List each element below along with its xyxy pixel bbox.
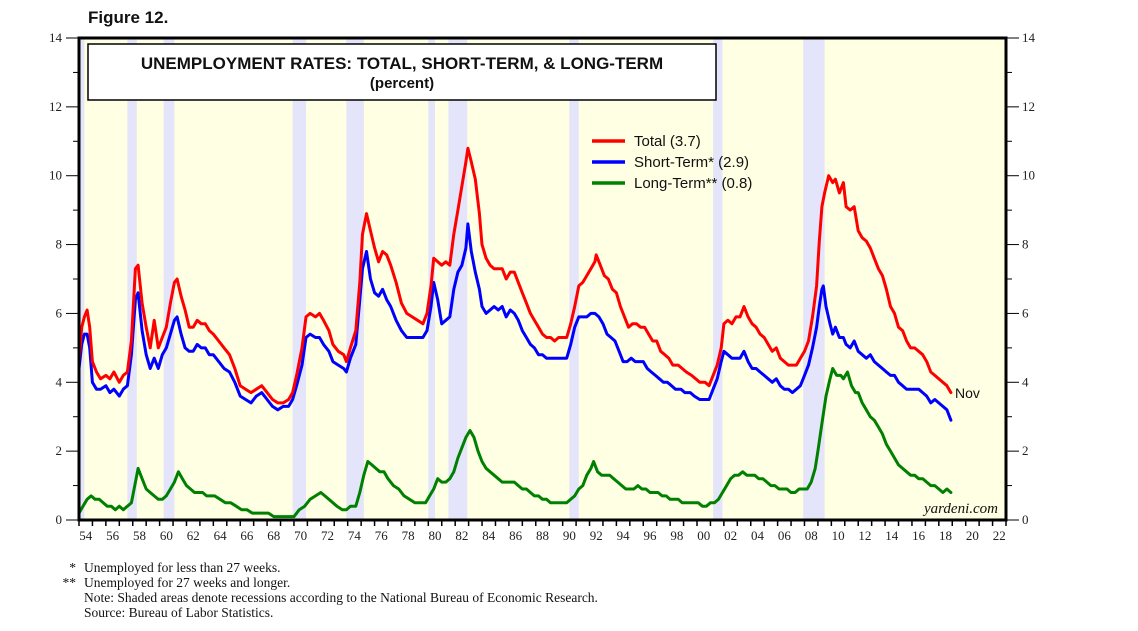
footnote-text: Source: Bureau of Labor Statistics. [84, 605, 274, 620]
y-tick-label-left: 4 [56, 374, 63, 389]
x-tick-label: 82 [455, 528, 468, 543]
x-tick-label: 66 [240, 528, 254, 543]
x-tick-label: 94 [617, 528, 631, 543]
footnote-source: Source: Bureau of Labor Statistics. [56, 605, 598, 620]
series-line-short-term [77, 222, 953, 422]
x-tick-label: 90 [563, 528, 576, 543]
x-tick-label: 92 [590, 528, 603, 543]
x-tick-label: 78 [402, 528, 415, 543]
chart-subtitle: (percent) [370, 75, 434, 92]
x-tick-label: 84 [482, 528, 496, 543]
y-tick-label-left: 12 [49, 99, 62, 114]
y-tick-label-right: 12 [1022, 99, 1035, 114]
y-tick-label-left: 2 [56, 443, 63, 458]
footnote-text: Unemployed for less than 27 weeks. [84, 560, 281, 575]
x-tick-label: 80 [429, 528, 442, 543]
footnote-marker [56, 590, 84, 605]
y-tick-label-right: 14 [1022, 30, 1036, 45]
x-tick-label: 68 [267, 528, 280, 543]
footnote-marker: * [69, 560, 76, 575]
y-tick-label-right: 2 [1022, 443, 1029, 458]
y-tick-label-right: 8 [1022, 237, 1029, 252]
series-line-total [77, 146, 953, 405]
recession-band [163, 38, 175, 520]
y-tick-label-left: 10 [49, 168, 62, 183]
legend-label-total: Total (3.7) [634, 133, 701, 150]
recession-band [448, 38, 468, 520]
y-tick-label-left: 6 [56, 305, 63, 320]
watermark: yardeni.com [922, 501, 998, 517]
footnote-text: Unemployed for 27 weeks and longer. [84, 575, 291, 590]
x-tick-label: 70 [294, 528, 307, 543]
x-tick-label: 18 [939, 528, 952, 543]
x-tick-label: 04 [751, 528, 765, 543]
footnote-1: * Unemployed for less than 27 weeks. [56, 560, 598, 575]
x-tick-label: 14 [885, 528, 899, 543]
x-tick-label: 12 [858, 528, 871, 543]
x-tick-label: 76 [375, 528, 389, 543]
figure-label: Figure 12. [88, 8, 169, 27]
legend: Total (3.7) Short-Term* (2.9) Long-Term*… [592, 133, 752, 192]
y-tick-label-right: 6 [1022, 305, 1029, 320]
recession-band [346, 38, 364, 520]
footnotes: * Unemployed for less than 27 weeks. ** Un… [56, 560, 598, 620]
recession-band [569, 38, 579, 520]
x-tick-label: 64 [214, 528, 228, 543]
plot-area [79, 38, 1006, 520]
footnote-marker: ** [62, 575, 77, 590]
title-box-frame [87, 43, 717, 101]
footnote-note: Note: Shaded areas denote recessions acc… [56, 590, 598, 605]
y-tick-label-left: 8 [56, 237, 63, 252]
y-axis: 0 0 2 2 4 4 6 6 8 8 10 10 12 12 14 14 [49, 30, 1036, 527]
x-tick-label: 56 [106, 528, 120, 543]
chart-title-box: UNEMPLOYMENT RATES: TOTAL, SHORT-TERM, &… [87, 43, 717, 101]
x-tick-label: 62 [187, 528, 200, 543]
x-tick-label: 06 [778, 528, 792, 543]
x-tick-label: 98 [670, 528, 683, 543]
recession-band [79, 38, 85, 520]
x-tick-label: 08 [805, 528, 818, 543]
series-line-long-term [77, 367, 953, 519]
x-axis: 54 56 58 60 62 64 66 68 70 72 74 76 78 80 82 84 86 88 90 92… [78, 520, 1007, 543]
footnote-text: Note: Shaded areas denote recessions acc… [84, 590, 598, 605]
chart-title: UNEMPLOYMENT RATES: TOTAL, SHORT-TERM, &… [141, 54, 663, 73]
x-tick-label: 74 [348, 528, 362, 543]
series-lines [77, 146, 953, 519]
recession-band [292, 38, 307, 520]
recession-band [713, 38, 723, 520]
x-tick-label: 02 [724, 528, 737, 543]
y-tick-label-right: 0 [1022, 512, 1029, 527]
y-tick-label-right: 10 [1022, 168, 1035, 183]
plot-background-layer [79, 38, 1006, 520]
x-tick-label: 86 [509, 528, 523, 543]
recession-band [127, 38, 137, 520]
footnote-2: ** Unemployed for 27 weeks and longer. [56, 575, 598, 590]
x-tick-label: 54 [79, 528, 93, 543]
y-tick-label-right: 4 [1022, 374, 1029, 389]
x-tick-label: 00 [697, 528, 710, 543]
latest-period-label: Nov [955, 385, 980, 401]
y-tick-label-left: 0 [56, 512, 63, 527]
y-tick-label-left: 14 [49, 30, 63, 45]
footnote-marker [56, 605, 84, 620]
x-tick-label: 88 [536, 528, 549, 543]
x-tick-label: 20 [966, 528, 979, 543]
x-tick-label: 96 [643, 528, 657, 543]
legend-label-short-term: Short-Term* (2.9) [634, 154, 749, 171]
x-tick-label: 60 [160, 528, 173, 543]
x-tick-label: 58 [133, 528, 146, 543]
legend-label-long-term: Long-Term** (0.8) [634, 175, 752, 192]
x-tick-label: 72 [321, 528, 334, 543]
recession-band [803, 38, 825, 520]
x-tick-label: 16 [912, 528, 926, 543]
x-tick-label: 10 [832, 528, 845, 543]
x-tick-label: 22 [993, 528, 1006, 543]
